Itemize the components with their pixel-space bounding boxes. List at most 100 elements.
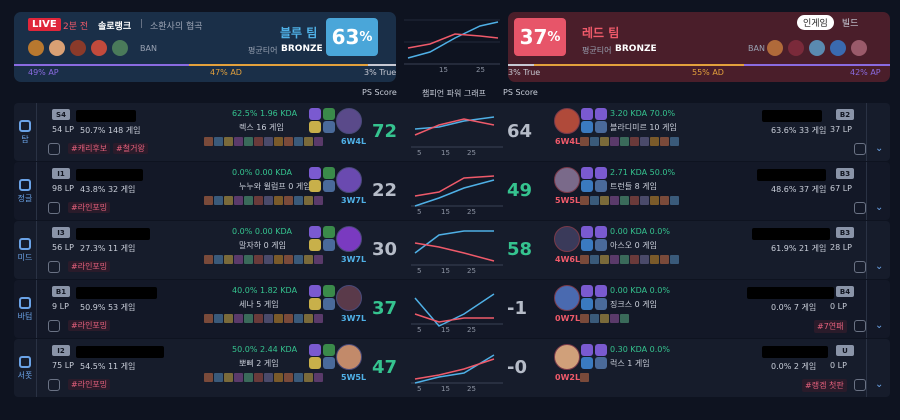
rune-icon <box>323 108 335 120</box>
champion-portrait[interactable] <box>336 226 362 252</box>
ps-score-left: 30 <box>372 239 398 260</box>
tab-build[interactable]: 빌드 <box>841 19 859 29</box>
rune-item-icon <box>630 137 639 146</box>
profile-link-icon[interactable] <box>48 379 60 391</box>
chevron-down-icon[interactable]: ⌄ <box>875 261 884 272</box>
summoner-spell-icon <box>581 298 593 310</box>
champion-portrait[interactable] <box>336 108 362 134</box>
player-row: 미드 I3 56 LP 27.3% 11 게임 #라인포밍 0.0% 0.00 … <box>14 221 890 279</box>
redacted-summoner-name[interactable] <box>76 346 164 358</box>
rune-item-icon <box>610 255 619 264</box>
champion-portrait[interactable] <box>554 108 580 134</box>
redacted-summoner-name[interactable] <box>757 169 826 181</box>
blue-ap-bar <box>14 64 189 66</box>
rune-item-icon <box>304 314 313 323</box>
chevron-down-icon[interactable]: ⌄ <box>875 379 884 390</box>
blue-team-name: 블루 팀 <box>280 26 318 40</box>
champion-kda: 0.30 KDA 0.0% <box>610 345 670 354</box>
rune-item-icon <box>660 137 669 146</box>
divider <box>36 221 37 279</box>
rune-item-icon <box>294 255 303 264</box>
redacted-summoner-name[interactable] <box>752 228 830 240</box>
rune-icon <box>323 180 335 192</box>
rune-item-icon <box>640 196 649 205</box>
rune-item-icon <box>204 196 213 205</box>
summoner-spell-icon <box>581 121 593 133</box>
rune-icon <box>595 357 607 369</box>
tag-list: #라인포밍 <box>68 202 111 213</box>
blue-true-bar <box>368 64 396 66</box>
graph-tick: 25 <box>467 149 476 157</box>
redacted-summoner-name[interactable] <box>76 169 143 181</box>
spell-icons <box>581 226 593 251</box>
summoner-spell-icon <box>581 180 593 192</box>
champion-kda: 2.71 KDA 50.0% <box>610 168 676 177</box>
item-history <box>204 314 324 326</box>
champion-games: 블라디미르 10 게임 <box>610 123 677 132</box>
rune-item-icon <box>600 137 609 146</box>
redacted-summoner-name[interactable] <box>76 228 150 240</box>
lane-icon <box>19 178 31 191</box>
red-true-bar <box>508 64 534 66</box>
champion-portrait[interactable] <box>336 285 362 311</box>
summoner-spell-icon <box>581 285 593 297</box>
profile-link-icon[interactable] <box>48 320 60 332</box>
red-series-line <box>407 33 499 49</box>
graph-tick: 5 <box>417 149 422 157</box>
profile-link-icon[interactable] <box>854 379 866 391</box>
red-series-line <box>414 242 495 262</box>
profile-link-icon[interactable] <box>854 320 866 332</box>
chevron-down-icon[interactable]: ⌄ <box>875 202 884 213</box>
queue-type: 솔로랭크 <box>98 22 132 32</box>
recent-record: 5W5L <box>555 196 581 205</box>
season-stats: 50.7% 148 게임 <box>80 126 141 135</box>
champion-kda: 0.0% 0.00 KDA <box>232 168 292 177</box>
redacted-summoner-name[interactable] <box>762 110 822 122</box>
rune-icon <box>595 226 607 238</box>
tab-ingame[interactable]: 인게임 <box>797 15 834 30</box>
champion-portrait[interactable] <box>554 226 580 252</box>
champion-portrait[interactable] <box>554 167 580 193</box>
redacted-summoner-name[interactable] <box>76 110 136 122</box>
tier-badge: B3 <box>836 168 854 179</box>
rune-item-icon <box>294 314 303 323</box>
chevron-down-icon[interactable]: ⌄ <box>875 320 884 331</box>
item-history <box>580 255 680 267</box>
divider <box>866 162 867 220</box>
tier-badge: U <box>836 345 854 356</box>
rune-item-icon <box>264 314 273 323</box>
ps-score-left: 72 <box>372 121 398 142</box>
redacted-summoner-name[interactable] <box>747 287 834 299</box>
champion-portrait[interactable] <box>554 285 580 311</box>
champion-portrait[interactable] <box>336 344 362 370</box>
season-stats: 43.8% 32 게임 <box>80 185 136 194</box>
profile-link-icon[interactable] <box>48 202 60 214</box>
red-ban-list <box>767 40 867 56</box>
profile-link-icon[interactable] <box>48 143 60 155</box>
rune-item-icon <box>650 255 659 264</box>
rune-item-icon <box>224 373 233 382</box>
season-stats: 63.6% 33 게임 <box>771 126 827 135</box>
recent-record: 0W7L <box>555 314 581 323</box>
time-ago: 2분 전 <box>63 22 89 32</box>
ps-score-right: 64 <box>507 121 533 142</box>
profile-link-icon[interactable] <box>854 261 866 273</box>
rune-icon <box>595 285 607 297</box>
rune-icon <box>323 357 335 369</box>
rune-item-icon <box>254 373 263 382</box>
summoner-spell-icon <box>309 226 321 238</box>
champion-portrait[interactable] <box>336 167 362 193</box>
blue-series-line <box>414 179 495 207</box>
blue-ban-list <box>28 40 128 56</box>
redacted-summoner-name[interactable] <box>76 287 157 299</box>
profile-link-icon[interactable] <box>48 261 60 273</box>
graph-tick: 15 <box>441 326 450 334</box>
ps-score-left: 22 <box>372 180 398 201</box>
champion-portrait[interactable] <box>554 344 580 370</box>
chevron-down-icon[interactable]: ⌄ <box>875 143 884 154</box>
profile-link-icon[interactable] <box>854 202 866 214</box>
profile-link-icon[interactable] <box>854 143 866 155</box>
rune-item-icon <box>244 137 253 146</box>
redacted-summoner-name[interactable] <box>762 346 828 358</box>
champion-games: 트런들 8 게임 <box>610 182 657 191</box>
